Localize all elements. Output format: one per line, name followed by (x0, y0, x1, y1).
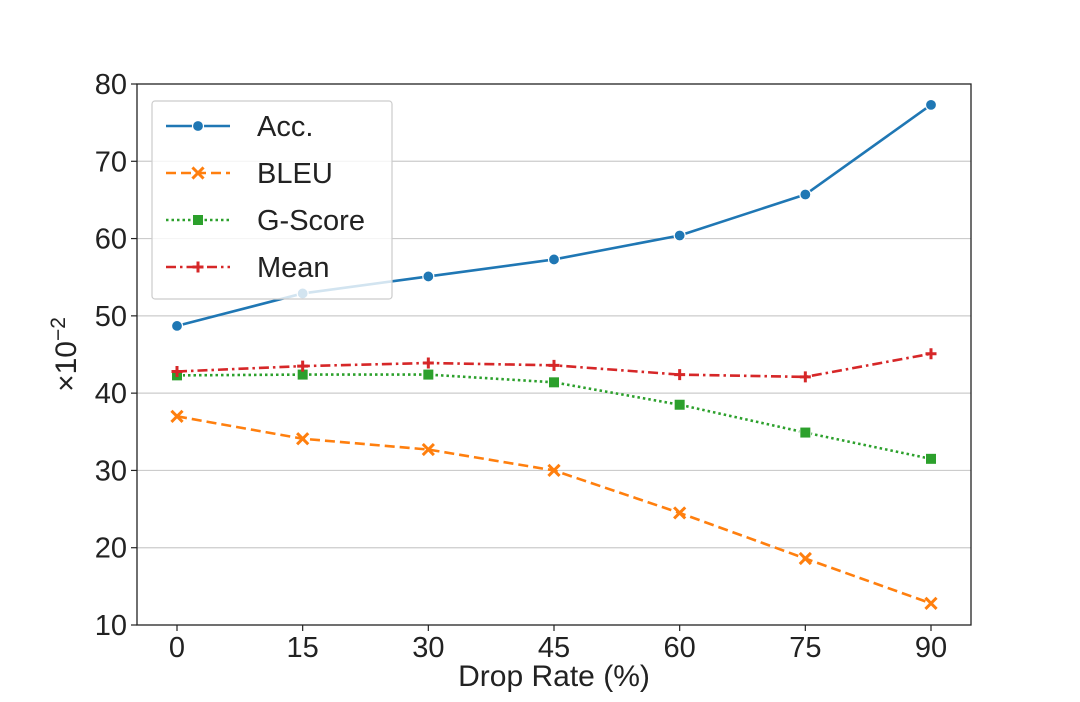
legend-label: BLEU (257, 158, 333, 190)
legend-entry: Acc. (166, 111, 313, 143)
data-point (170, 409, 184, 423)
y-axis-title-exponent: −2 (47, 317, 70, 341)
legend-entry: G-Score (166, 205, 365, 237)
data-point (674, 369, 686, 381)
legend-box (151, 100, 393, 300)
data-point (547, 463, 561, 478)
data-point (422, 270, 435, 283)
x-tick-label: 60 (664, 632, 696, 664)
x-tick-label: 0 (169, 632, 185, 664)
series-2 (171, 368, 937, 465)
series-1 (170, 409, 938, 610)
data-point (422, 357, 434, 369)
data-point (547, 253, 561, 266)
data-point (673, 229, 686, 242)
x-tick-label: 45 (538, 632, 570, 664)
data-point (925, 348, 937, 360)
data-point (296, 432, 310, 446)
legend-label: G-Score (257, 205, 365, 237)
data-point (548, 376, 560, 389)
x-tick-label: 75 (789, 632, 821, 664)
data-point (673, 398, 686, 411)
y-axis-title-base: ×10 (50, 341, 83, 392)
x-tick-label: 30 (412, 632, 444, 664)
x-axis-title: Drop Rate (%) (458, 660, 650, 693)
data-point (297, 360, 309, 372)
legend-marker (192, 214, 204, 226)
legend-entry: Mean (166, 252, 330, 284)
data-point (799, 188, 812, 201)
data-point (170, 319, 184, 333)
axis-ticks: 10 20 30 40 50 60 70 80 0 15 30 45 60 75 90 (95, 69, 947, 664)
data-point (798, 551, 812, 566)
data-point (924, 98, 938, 111)
y-tick-label: 60 (95, 224, 127, 256)
legend-label: Acc. (257, 111, 313, 143)
legend-marker (191, 166, 205, 180)
y-tick-label: 40 (95, 378, 127, 410)
legend-marker (192, 261, 204, 273)
data-point (799, 371, 811, 383)
data-point (925, 452, 937, 465)
y-tick-label: 70 (95, 146, 127, 178)
y-tick-label: 50 (95, 301, 127, 333)
data-point (673, 506, 687, 520)
x-tick-label: 15 (287, 632, 319, 664)
legend: Acc. BLEU G-Score Mean (151, 100, 393, 300)
data-point (548, 359, 560, 371)
data-point (799, 426, 812, 439)
legend-label: Mean (257, 252, 330, 284)
y-tick-label: 80 (95, 69, 127, 101)
series-line (176, 415, 932, 605)
data-point (422, 368, 435, 381)
legend-marker (191, 119, 205, 133)
data-point (924, 596, 938, 610)
data-point (421, 442, 435, 457)
legend-entry: BLEU (166, 158, 333, 190)
y-tick-label: 20 (95, 533, 127, 565)
y-tick-label: 10 (95, 610, 127, 642)
data-point (171, 366, 183, 378)
y-axis-title: ×10−2 (47, 317, 83, 392)
series-3 (171, 348, 937, 383)
y-tick-label: 30 (95, 455, 127, 487)
x-tick-label: 90 (915, 632, 947, 664)
